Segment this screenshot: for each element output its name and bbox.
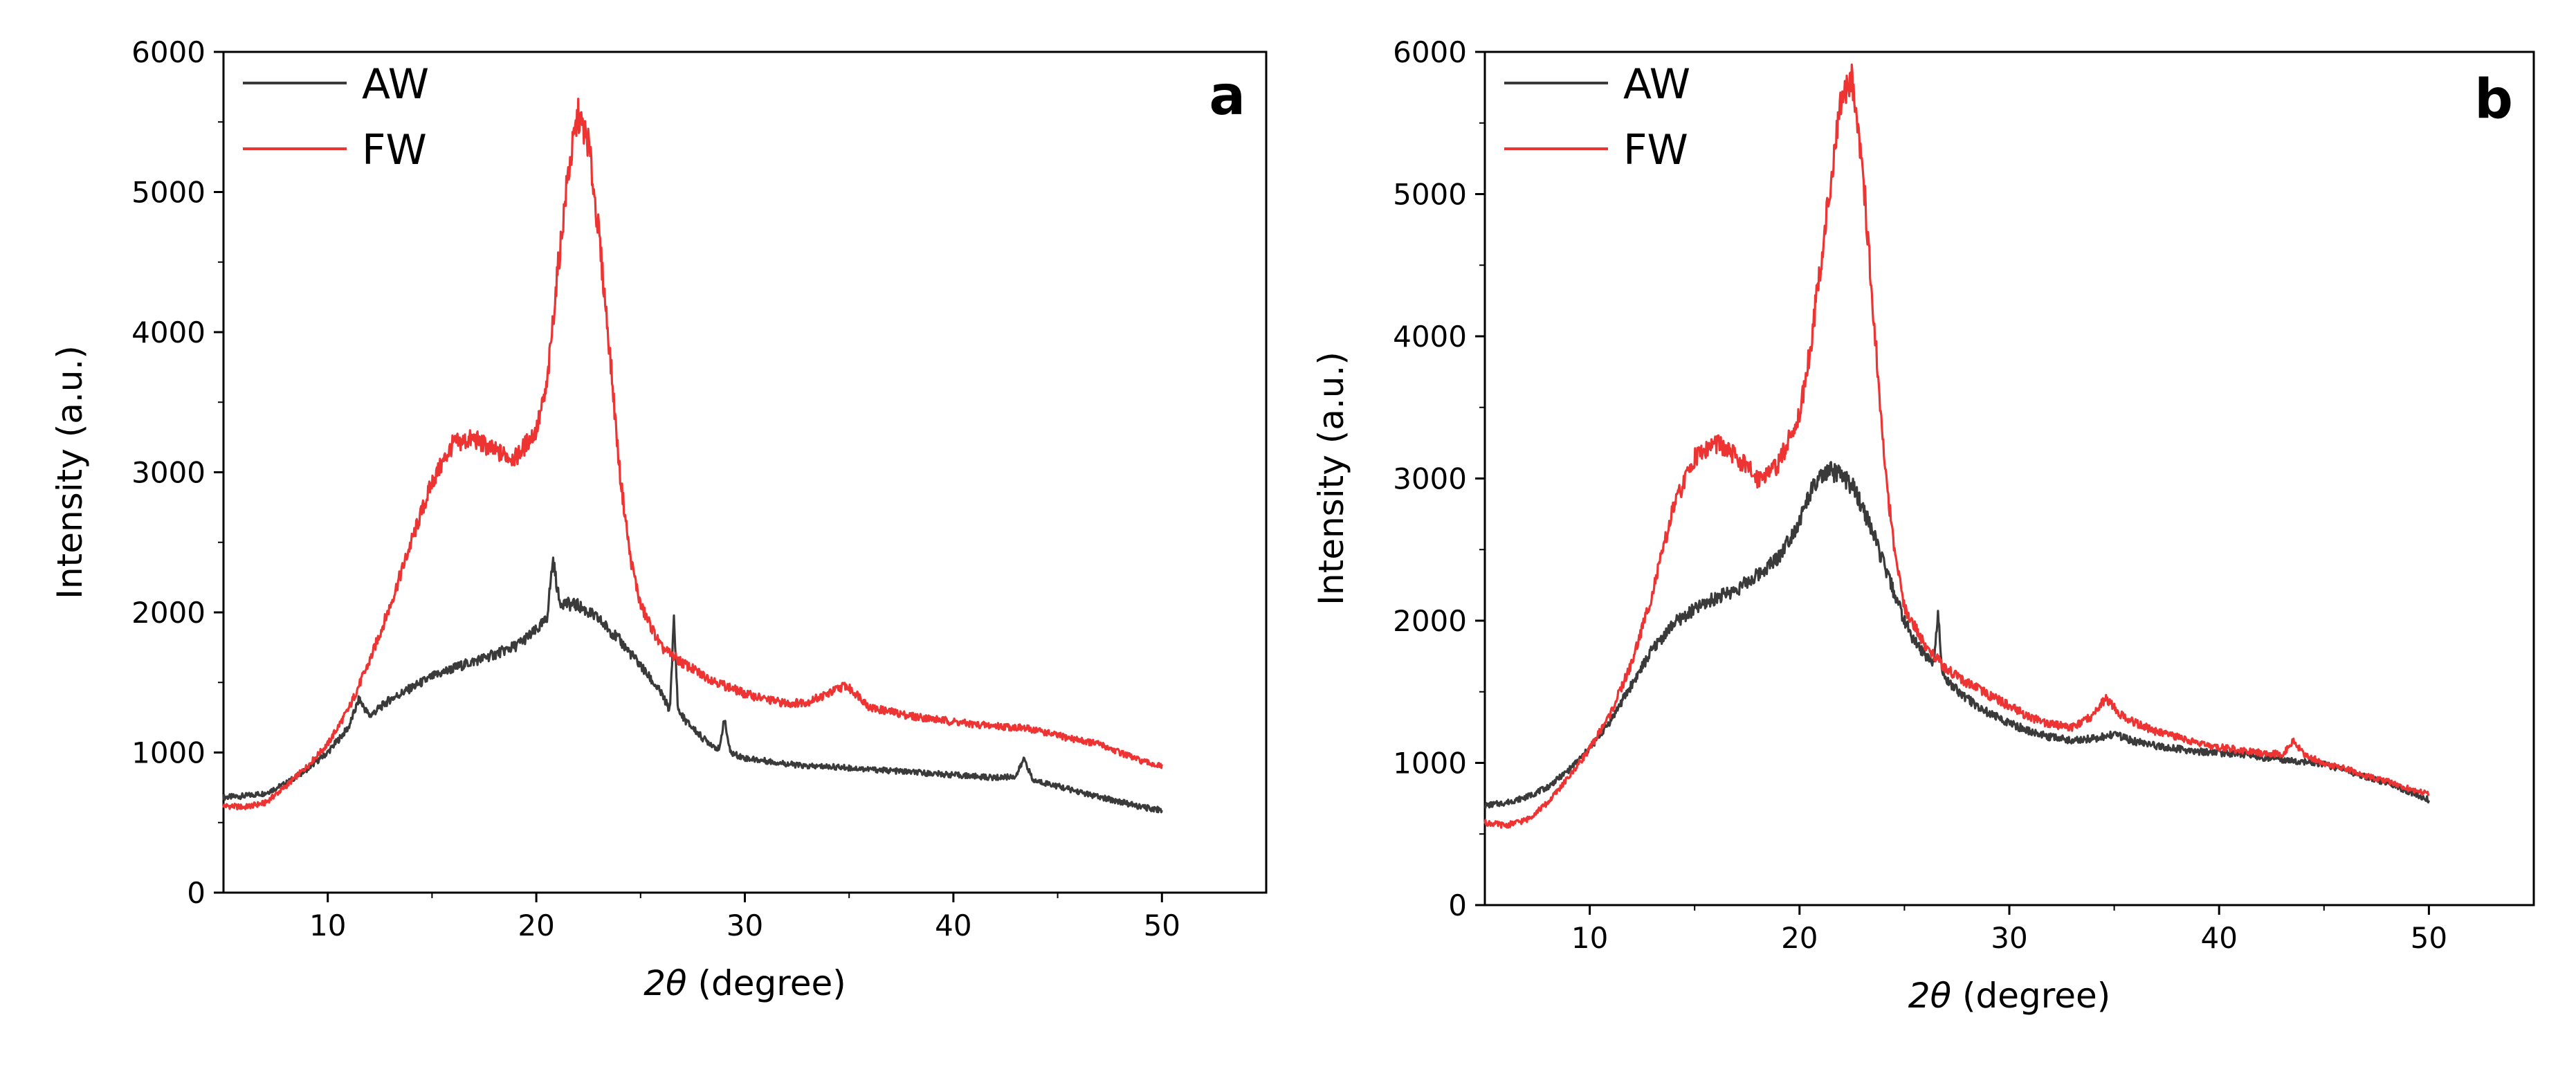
y-axis-title: Intensity (a.u.)	[50, 345, 90, 599]
y-tick-label: 5000	[131, 176, 205, 210]
x-tick-label: 10	[1571, 921, 1608, 955]
legend-label-aw: AW	[1623, 60, 1690, 109]
y-tick-label: 2000	[1393, 604, 1467, 638]
y-tick-label: 6000	[1393, 35, 1467, 69]
legend-label-aw: AW	[362, 60, 429, 109]
series-line-aw	[1484, 461, 2430, 809]
x-tick-label: 40	[935, 909, 971, 942]
panel-label: a	[1209, 65, 1245, 127]
y-tick-label: 4000	[131, 316, 205, 349]
y-axis-title: Intensity (a.u.)	[1311, 352, 1351, 605]
x-axis-title-symbol: 2θ	[643, 963, 686, 1003]
x-axis-title-unit: (degree)	[687, 963, 846, 1003]
x-tick-label: 20	[1781, 921, 1818, 955]
x-tick-label: 40	[2200, 921, 2237, 955]
y-tick-label: 5000	[1393, 178, 1467, 212]
x-tick-label: 50	[2411, 921, 2447, 955]
x-tick-label: 10	[309, 909, 346, 942]
y-tick-label: 2000	[131, 596, 205, 630]
series-line-fw	[1483, 63, 2430, 829]
y-tick-label: 1000	[1393, 747, 1467, 781]
y-tick-label: 0	[1448, 888, 1467, 922]
y-tick-label: 3000	[1393, 462, 1467, 496]
legend-label-fw: FW	[362, 126, 427, 174]
y-tick-label: 6000	[131, 35, 205, 69]
y-tick-label: 4000	[1393, 320, 1467, 354]
x-axis-title-symbol: 2θ	[1908, 976, 1951, 1016]
x-axis-title-unit: (degree)	[1951, 976, 2110, 1016]
series-line-fw	[222, 98, 1163, 811]
x-axis-title: 2θ (degree)	[643, 963, 846, 1003]
y-tick-label: 0	[187, 876, 205, 910]
x-tick-label: 30	[1991, 921, 2027, 955]
y-tick-label: 3000	[131, 456, 205, 490]
plot-frame	[222, 51, 1268, 894]
legend-label-fw: FW	[1623, 126, 1688, 174]
x-tick-label: 50	[1144, 909, 1180, 942]
series-line-aw	[222, 556, 1163, 814]
x-axis-title: 2θ (degree)	[1908, 976, 2111, 1016]
panel-a: 10 20 30 40 50 0 1000 2000 3000 4000 5000 6000 2θ (d…	[50, 35, 1268, 1003]
y-tick-label: 1000	[131, 736, 205, 770]
x-tick-label: 20	[518, 909, 554, 942]
panel-b: 10 20 30 40 50 0 1000 2000 3000 4000 5000 6000 2θ (d…	[1311, 35, 2535, 1016]
panel-label: b	[2474, 69, 2513, 131]
x-tick-label: 30	[727, 909, 763, 942]
